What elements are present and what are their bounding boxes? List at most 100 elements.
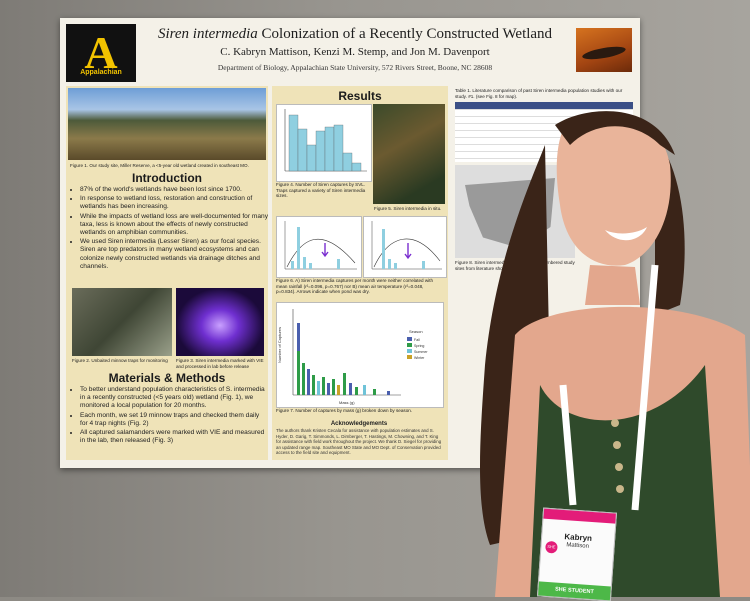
uv-siren-photo	[176, 288, 264, 356]
poster-title: Siren intermedia Colonization of a Recen…	[157, 26, 553, 42]
plotB-bar	[388, 259, 391, 269]
appalachian-state-logo: A Appalachian	[66, 24, 136, 82]
minnow-trap-photo	[72, 288, 172, 356]
name-badge: SHE Kabryn Mattison SHE STUDENT	[536, 507, 618, 601]
figure6-caption: Figure 6. A) Siren intermedia captures p…	[276, 278, 434, 294]
table-row	[455, 131, 633, 138]
mass-season-chart: Number of Captures Mass (g) Season Fall …	[276, 302, 444, 408]
table-row	[455, 138, 633, 145]
intro-bullet: 87% of the world's wetlands have been lo…	[80, 186, 268, 194]
neck	[585, 265, 640, 305]
lanyard-right	[631, 264, 659, 511]
stack-bar	[349, 383, 352, 395]
legend-label: Spring	[414, 344, 424, 348]
face	[556, 112, 671, 266]
stack-bar	[327, 383, 330, 395]
hist-bar	[306, 144, 317, 172]
svl-histogram-svg	[284, 109, 367, 172]
figure3-caption: Figure 3. Siren intermedia marked with V…	[176, 358, 264, 369]
acknowledgements-text: The authors thank Kristen Cecala for ass…	[276, 428, 442, 456]
plotA-bar	[337, 259, 340, 269]
dress-button	[613, 441, 621, 449]
legend-swatch-winter	[407, 355, 412, 359]
badge-footer: SHE STUDENT	[538, 581, 611, 601]
methods-bullet: Each month, we set 19 minnow traps and c…	[80, 412, 268, 428]
salamander-photo	[576, 28, 632, 72]
intro-bullet: In response to wetland loss, restoration…	[80, 195, 268, 211]
intro-bullet: While the impacts of wetland loss are we…	[80, 213, 268, 238]
plotA-bar	[297, 227, 300, 269]
dress-button	[615, 463, 623, 471]
table1-caption: Table 1. Literature comparison of past S…	[455, 88, 623, 99]
stack-bar	[363, 385, 366, 395]
figure4-caption: Figure 4. Number of Siren captures by SV…	[276, 182, 366, 198]
plotA-bar	[291, 261, 294, 269]
plotB-bar	[394, 263, 397, 269]
stack-bar	[332, 379, 335, 395]
stack-ylabel: Number of Captures	[277, 327, 282, 363]
dress-button	[611, 419, 619, 427]
table-row	[455, 110, 633, 117]
hist-bar	[342, 152, 353, 172]
hair-top	[555, 111, 675, 155]
legend-label: Winter	[414, 356, 425, 360]
table-header-row	[455, 102, 633, 110]
figure7-caption: Figure 7. Number of captures by mass (g)…	[276, 408, 413, 413]
legend-swatch-spring	[407, 343, 412, 347]
mass-season-svg: Number of Captures Mass (g) Season Fall …	[277, 309, 428, 405]
lanyard-left	[559, 384, 577, 506]
methods-list: To better understand population characte…	[70, 386, 268, 446]
legend-swatch-fall	[407, 337, 412, 341]
hist-bar	[288, 114, 299, 172]
plotB-bar	[422, 261, 425, 269]
figure2-caption: Figure 2. Unbaited minnow traps for moni…	[72, 358, 168, 363]
stack-bar	[302, 363, 305, 395]
temperature-plot	[363, 216, 447, 278]
hist-bar	[297, 128, 308, 172]
stack-bar	[355, 387, 358, 395]
plotB-bar	[382, 229, 385, 269]
hist-bar	[333, 124, 344, 172]
hist-bar	[315, 130, 326, 172]
methods-heading: Materials & Methods	[108, 371, 226, 385]
table-row	[455, 124, 633, 131]
figure1-caption: Figure 1. Our study site, Miller Reserve…	[70, 163, 249, 168]
stack-bar	[343, 373, 346, 395]
wetland-photo	[68, 88, 266, 160]
dress-button	[616, 485, 624, 493]
stack-bar	[307, 369, 310, 395]
legend-title: Season	[409, 329, 423, 334]
legend-swatch-summer	[407, 349, 412, 353]
results-heading: Results	[338, 89, 382, 103]
stack-bar	[317, 381, 320, 395]
hist-bar	[351, 162, 362, 172]
svl-histogram	[276, 104, 372, 182]
figure5-caption: Figure 5. Siren intermedia in situ.	[374, 206, 442, 211]
stack-xlabel: Mass (g)	[339, 400, 355, 405]
stack-bar	[297, 351, 300, 395]
methods-bullet: All captured salamanders were marked wit…	[80, 429, 268, 445]
stack-bar	[312, 375, 315, 395]
hist-bar	[324, 126, 335, 172]
stack-bar	[373, 389, 376, 395]
legend-label: Summer	[414, 350, 428, 354]
plotA-dry-arrow	[321, 243, 329, 258]
rainfall-plot	[276, 216, 362, 278]
rainfall-plot-svg	[284, 221, 357, 270]
acknowledgements-heading: Acknowledgements	[330, 421, 388, 427]
plotA-bar	[303, 257, 306, 269]
introduction-list: 87% of the world's wetlands have been lo…	[70, 186, 268, 272]
intro-bullet: We used Siren intermedia (Lesser Siren) …	[80, 238, 268, 271]
poster-authors: C. Kabryn Mattison, Kenzi M. Stemp, and …	[220, 46, 490, 58]
introduction-heading: Introduction	[132, 171, 202, 185]
table-row	[455, 117, 633, 124]
plotA-bar	[309, 263, 312, 269]
siren-in-situ-photo	[373, 104, 445, 204]
methods-bullet: To better understand population characte…	[80, 386, 268, 411]
stack-bar	[322, 377, 325, 395]
smile	[605, 227, 647, 241]
poster-affiliation: Department of Biology, Appalachian State…	[217, 63, 493, 72]
legend-label: Fall	[414, 338, 420, 342]
stack-bar	[337, 385, 340, 395]
plotB-dry-arrow	[404, 243, 412, 260]
